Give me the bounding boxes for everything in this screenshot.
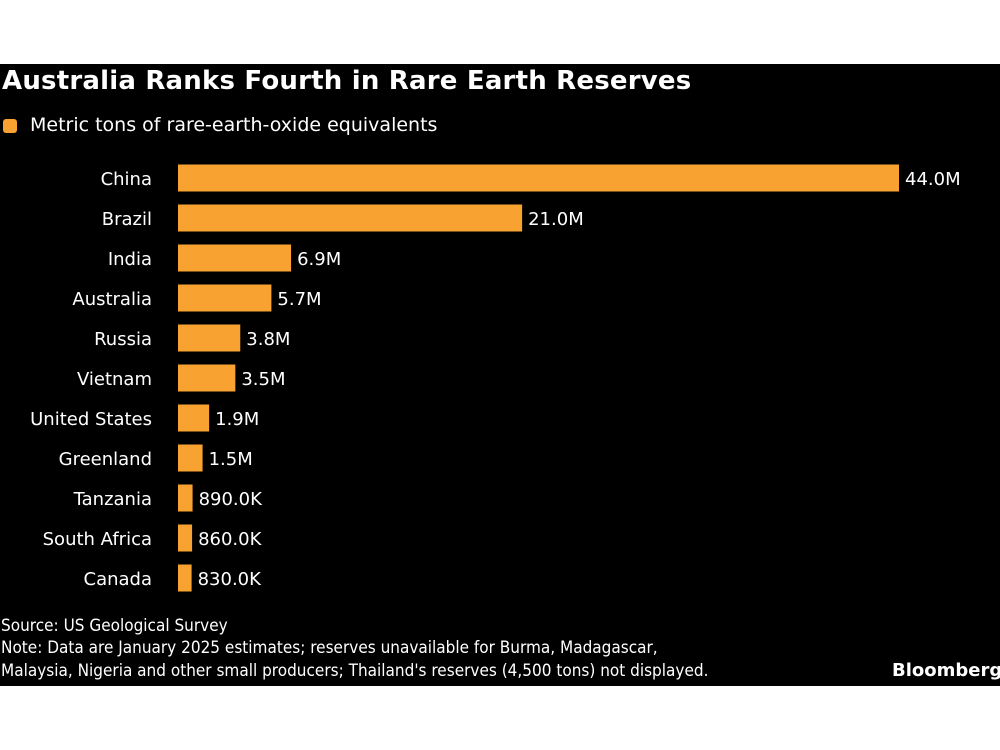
- bar-chart: China 44.0M Brazil 21.0M India 6.9M Australia 5…: [30, 164, 961, 592]
- data-label: 830.0K: [198, 569, 263, 590]
- category-label: Tanzania: [73, 489, 152, 510]
- category-label: Vietnam: [77, 369, 152, 390]
- bloomberg-logo: Bloomberg: [892, 660, 1000, 681]
- bar: [178, 524, 193, 552]
- data-label: 890.0K: [199, 489, 264, 510]
- bar: [178, 364, 236, 392]
- data-label: 21.0M: [528, 209, 584, 230]
- bar: [178, 484, 193, 512]
- legend-label: Metric tons of rare-earth-oxide equivale…: [30, 114, 438, 136]
- bar: [178, 444, 203, 472]
- data-label: 6.9M: [297, 249, 341, 270]
- chart-panel: Australia Ranks Fourth in Rare Earth Res…: [0, 64, 1000, 686]
- category-label: South Africa: [43, 529, 152, 550]
- chart-title: Australia Ranks Fourth in Rare Earth Res…: [2, 66, 692, 96]
- category-label: India: [108, 249, 152, 270]
- category-label: Canada: [84, 569, 153, 590]
- bar: [178, 404, 210, 432]
- data-label: 44.0M: [905, 169, 961, 190]
- category-label: Brazil: [102, 209, 152, 230]
- note-text-line-2: Malaysia, Nigeria and other small produc…: [1, 661, 709, 681]
- bar: [178, 204, 523, 232]
- data-label: 860.0K: [198, 529, 263, 550]
- category-label: Greenland: [59, 449, 152, 470]
- data-label: 1.9M: [215, 409, 259, 430]
- bar: [178, 164, 899, 192]
- bar: [178, 324, 241, 352]
- category-label: Russia: [94, 329, 152, 350]
- source-text: Source: US Geological Survey: [1, 616, 228, 636]
- note-text-line-1: Note: Data are January 2025 estimates; r…: [1, 638, 658, 658]
- data-label: 1.5M: [209, 449, 253, 470]
- category-label: United States: [30, 409, 152, 430]
- category-label: Australia: [72, 289, 152, 310]
- data-label: 3.8M: [246, 329, 290, 350]
- data-label: 5.7M: [277, 289, 321, 310]
- bar: [178, 564, 192, 592]
- data-label: 3.5M: [241, 369, 285, 390]
- legend-swatch: [3, 119, 17, 133]
- bar: [178, 244, 292, 272]
- category-label: China: [101, 169, 152, 190]
- bar: [178, 284, 272, 312]
